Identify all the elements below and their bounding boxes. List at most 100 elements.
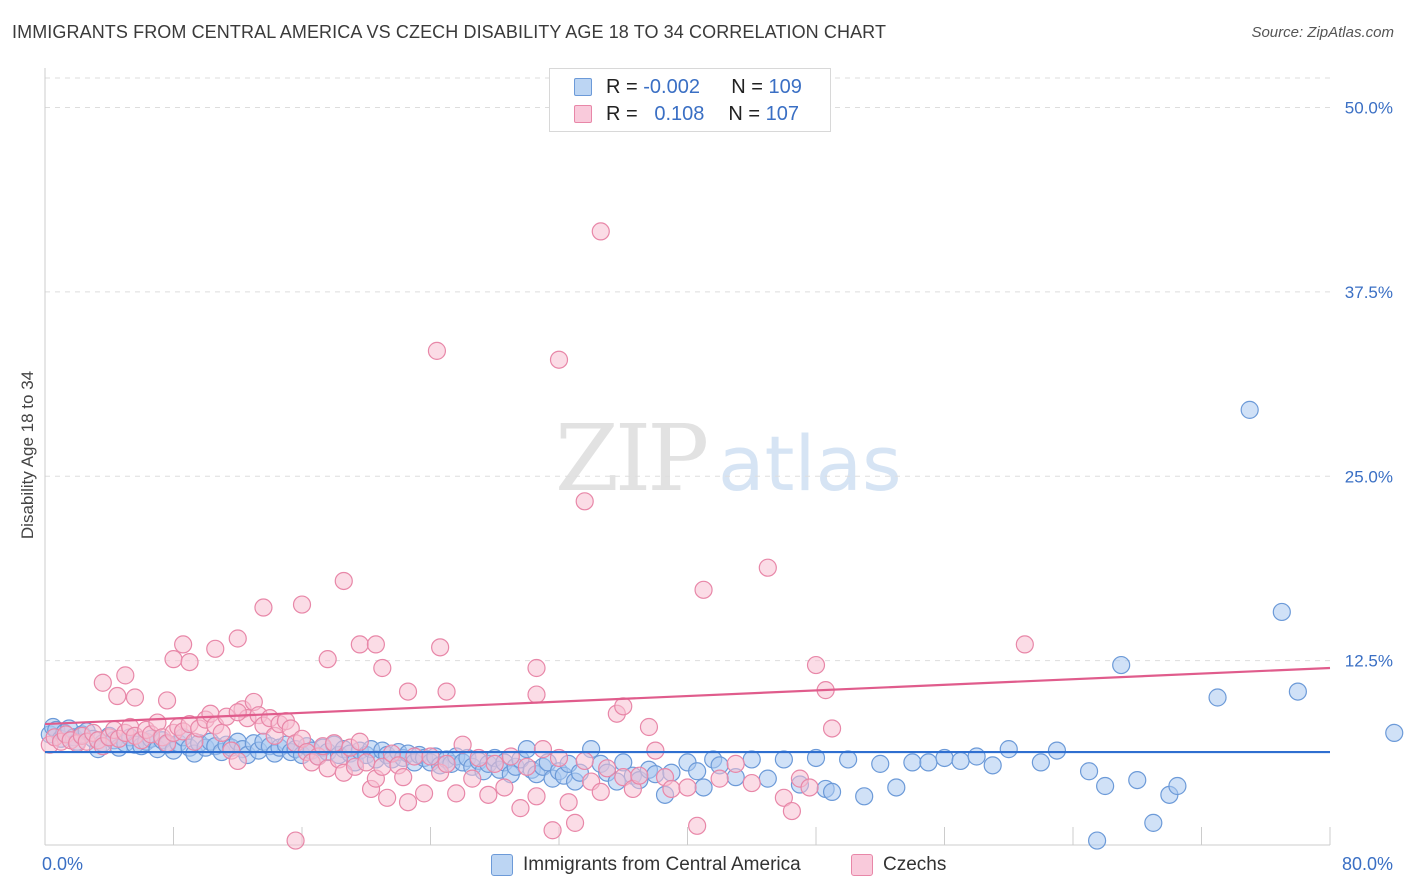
point-czechs (108, 686, 127, 706)
point-czechs (421, 747, 440, 766)
point-czechs (334, 571, 353, 591)
point-czechs (157, 691, 177, 710)
point-czechs (350, 635, 369, 654)
point-czechs (292, 595, 312, 614)
point-czechs (742, 773, 761, 793)
point-central-america (1128, 770, 1147, 790)
legend-n-label: N = (728, 102, 761, 125)
point-czechs (559, 793, 578, 812)
point-czechs (678, 778, 697, 797)
point-czechs (710, 769, 729, 788)
point-central-america (1272, 602, 1291, 622)
point-czechs (469, 748, 488, 768)
point-czechs (517, 757, 536, 776)
point-czechs (398, 682, 418, 701)
legend-r-value-pink: 0.108 (654, 102, 705, 125)
point-central-america (742, 750, 761, 769)
point-central-america (887, 778, 906, 797)
point-central-america (1144, 813, 1163, 832)
legend: R = -0.002 N = 109 R = 0.108 N = 107 (549, 68, 831, 132)
legend-row-pink: R = 0.108 N = 107 (574, 101, 799, 127)
legend-n-value-pink: 107 (765, 102, 799, 125)
point-central-america (806, 748, 826, 768)
point-czechs (228, 751, 247, 771)
bottom-legend-pink: Czechs (851, 852, 946, 878)
point-central-america (871, 754, 890, 773)
point-czechs (639, 717, 659, 737)
point-central-america (839, 750, 858, 769)
point-central-america (774, 750, 793, 769)
point-central-america (517, 740, 536, 759)
point-central-america (758, 769, 777, 788)
x-tick-label-min: 0.0% (42, 854, 83, 874)
source-label: Source: ZipAtlas.com (1251, 24, 1394, 41)
point-czechs (694, 580, 713, 599)
point-czechs (758, 558, 777, 577)
point-czechs (366, 635, 385, 654)
point-central-america (1385, 723, 1404, 743)
point-czechs (116, 666, 135, 685)
bottom-legend-label-blue: Immigrants from Central America (523, 854, 801, 875)
y-tick-label: 12.5% (1345, 652, 1393, 671)
point-central-america (1168, 776, 1187, 796)
point-czechs (565, 813, 585, 832)
point-czechs (228, 629, 247, 648)
point-czechs (575, 751, 594, 771)
point-czechs (325, 734, 344, 753)
point-czechs (774, 788, 793, 807)
point-czechs (405, 747, 424, 766)
point-central-america (1047, 741, 1067, 760)
chart-title: IMMIGRANTS FROM CENTRAL AMERICA VS CZECH… (12, 22, 887, 42)
point-czechs (527, 658, 546, 678)
point-czechs (646, 741, 665, 760)
point-czechs (543, 821, 562, 840)
point-czechs (93, 673, 112, 692)
point-czechs (427, 341, 447, 360)
point-czechs (228, 703, 247, 722)
point-central-america (983, 756, 1002, 775)
legend-n-value-blue: 109 (768, 75, 802, 98)
point-czechs (1015, 635, 1034, 654)
point-czechs (527, 787, 546, 806)
point-central-america (694, 778, 713, 797)
legend-r-label: R = (606, 102, 638, 125)
point-czechs (479, 785, 498, 804)
legend-swatch-pink (574, 105, 592, 123)
point-central-america (855, 787, 874, 806)
point-czechs (414, 784, 434, 803)
point-czechs (125, 688, 145, 707)
point-czechs (373, 658, 392, 678)
bottom-legend-swatch-pink (851, 854, 873, 876)
point-czechs (318, 650, 337, 669)
bottom-legend-swatch-blue (491, 854, 513, 876)
point-central-america (903, 753, 922, 772)
legend-swatch-blue (574, 78, 592, 96)
point-central-america (1288, 682, 1307, 701)
point-czechs (598, 759, 617, 778)
point-central-america (822, 782, 842, 802)
y-tick-label: 37.5% (1345, 283, 1393, 302)
point-czechs (394, 768, 413, 787)
x-tick-label-max: 80.0% (1342, 854, 1393, 874)
point-central-america (919, 753, 938, 772)
point-czechs (662, 779, 681, 799)
point-czechs (591, 782, 610, 802)
legend-r-value-blue: -0.002 (643, 75, 700, 98)
point-czechs (437, 682, 456, 701)
point-central-america (1208, 688, 1227, 707)
point-czechs (485, 754, 504, 773)
point-czechs (501, 747, 520, 766)
legend-n-label: N = (731, 75, 763, 98)
point-czechs (822, 719, 842, 738)
point-czechs (782, 801, 802, 821)
point-czechs (378, 788, 397, 807)
point-czechs (527, 685, 546, 704)
point-czechs (800, 778, 819, 797)
point-czechs (286, 831, 305, 850)
point-czechs (254, 598, 273, 617)
y-tick-label: 50.0% (1345, 99, 1393, 118)
point-czechs (357, 753, 376, 772)
point-central-america (688, 762, 707, 781)
point-czechs (350, 732, 369, 751)
